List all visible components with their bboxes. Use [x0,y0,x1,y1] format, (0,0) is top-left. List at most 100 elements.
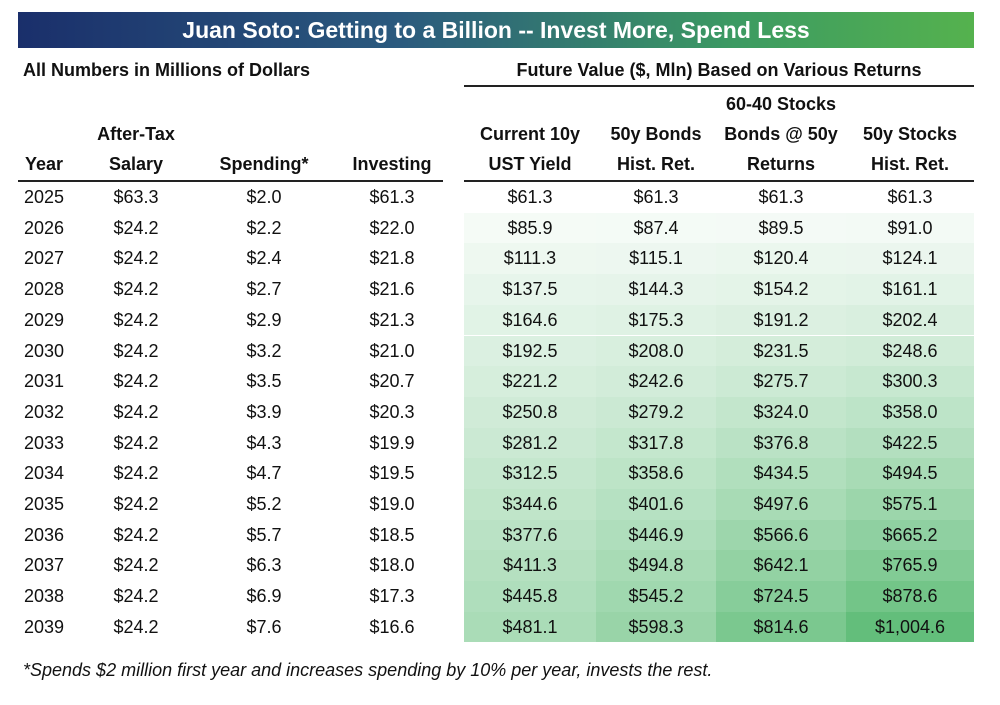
cell-bonds: $358.6 [596,458,716,489]
cell-salary: $24.2 [113,401,159,422]
cell-bonds: $598.3 [596,611,716,643]
cell-year: 2027 [23,248,65,269]
cell-bonds: $115.1 [596,243,716,275]
cell-mix: $434.5 [716,458,846,489]
cell-year: 2032 [23,401,65,422]
cell-stocks: $124.1 [846,243,974,275]
cell-stocks: $494.5 [846,458,974,489]
cell-ust: $111.3 [464,243,596,275]
header-salary-line1: After-Tax [97,124,175,144]
cell-year: 2036 [23,524,65,545]
cell-stocks: $765.9 [846,550,974,582]
cell-stocks: $202.4 [846,304,974,336]
cell-year: 2030 [23,340,65,361]
cell-mix: $275.7 [716,366,846,397]
header-ust-line1: Current 10y [479,124,581,144]
cell-bonds: $545.2 [596,581,716,612]
header-divider-left [18,180,443,182]
cell-investing: $18.0 [369,555,415,576]
cell-stocks: $575.1 [846,489,974,520]
cell-bonds: $279.2 [596,396,716,428]
cell-mix: $61.3 [716,182,846,213]
cell-bonds: $144.3 [596,274,716,305]
cell-mix: $120.4 [716,243,846,275]
cell-year: 2031 [23,371,65,392]
header-mix-line2: Bonds @ 50y [724,124,838,144]
footnote: *Spends $2 million first year and increa… [23,660,713,680]
cell-stocks: $161.1 [846,274,974,305]
cell-spending: $2.9 [246,309,282,330]
table-row: 2026 $24.2 $2.2 $22.0 $85.9 $87.4 $89.5 $91.0 [18,212,974,244]
cell-investing: $18.5 [369,524,415,545]
cell-mix: $324.0 [716,396,846,428]
header-stocks-line2: Hist. Ret. [870,154,949,174]
cell-mix: $231.5 [716,335,846,367]
cell-mix: $724.5 [716,581,846,612]
cell-salary: $24.2 [113,371,159,392]
table-row: 2033 $24.2 $4.3 $19.9 $281.2 $317.8 $376.8 $422… [18,427,974,459]
cell-year: 2026 [23,217,65,238]
cell-salary: $63.3 [113,187,159,207]
cell-salary: $24.2 [113,524,159,545]
cell-stocks: $422.5 [846,427,974,459]
cell-salary: $24.2 [113,463,159,484]
cell-ust: $481.1 [464,611,596,643]
cell-year: 2039 [23,616,65,637]
cell-investing: $17.3 [369,586,415,607]
header-year: Year [24,154,64,174]
cell-ust: $192.5 [464,335,596,367]
header-ust-line2: UST Yield [488,154,572,174]
units-note: All Numbers in Millions of Dollars [23,60,311,80]
cell-spending: $6.3 [246,555,282,576]
cell-salary: $24.2 [113,248,159,269]
cell-stocks: $91.0 [846,212,974,244]
cell-investing: $21.8 [369,248,415,269]
cell-stocks: $878.6 [846,581,974,612]
cell-ust: $61.3 [464,182,596,213]
table-row: 2035 $24.2 $5.2 $19.0 $344.6 $401.6 $497.6 $575… [18,489,974,520]
table-row: 2037 $24.2 $6.3 $18.0 $411.3 $494.8 $642.1 $765… [18,550,974,582]
header-spending: Spending* [219,154,309,174]
cell-bonds: $401.6 [596,489,716,520]
cell-stocks: $300.3 [846,366,974,397]
cell-investing: $20.3 [369,401,415,422]
cell-bonds: $175.3 [596,304,716,336]
cell-bonds: $61.3 [596,182,716,213]
cell-year: 2038 [23,586,65,607]
table-row: 2034 $24.2 $4.7 $19.5 $312.5 $358.6 $434.5 $494… [18,458,974,489]
cell-investing: $20.7 [369,371,415,392]
cell-investing: $61.3 [369,187,415,207]
header-investing: Investing [352,154,432,174]
table-row: 2032 $24.2 $3.9 $20.3 $250.8 $279.2 $324.0 $358… [18,396,974,428]
cell-ust: $164.6 [464,304,596,336]
header-divider-right [464,180,974,182]
header-mix-line1: 60-40 Stocks [725,94,837,114]
cell-spending: $2.7 [246,279,282,300]
header-bonds-line1: 50y Bonds [610,124,702,144]
cell-stocks: $358.0 [846,396,974,428]
table-row: 2030 $24.2 $3.2 $21.0 $192.5 $208.0 $231.5 $248… [18,335,974,367]
cell-ust: $85.9 [464,212,596,244]
cell-salary: $24.2 [113,340,159,361]
cell-ust: $445.8 [464,581,596,612]
cell-stocks: $665.2 [846,519,974,551]
cell-investing: $22.0 [369,217,415,238]
header-salary-line2: Salary [108,154,164,174]
cell-ust: $411.3 [464,550,596,582]
cell-salary: $24.2 [113,555,159,576]
cell-mix: $814.6 [716,611,846,643]
cell-spending: $3.9 [246,401,282,422]
cell-bonds: $446.9 [596,519,716,551]
cell-spending: $5.7 [246,524,282,545]
cell-mix: $191.2 [716,304,846,336]
cell-spending: $6.9 [246,586,282,607]
cell-mix: $642.1 [716,550,846,582]
table-row: 2038 $24.2 $6.9 $17.3 $445.8 $545.2 $724.5 $878… [18,581,974,612]
table-row: 2031 $24.2 $3.5 $20.7 $221.2 $242.6 $275.7 $300… [18,366,974,397]
cell-salary: $24.2 [113,586,159,607]
cell-investing: $16.6 [369,616,415,637]
table-row: 2028 $24.2 $2.7 $21.6 $137.5 $144.3 $154.2 $161… [18,274,974,305]
cell-ust: $377.6 [464,519,596,551]
cell-salary: $24.2 [113,616,159,637]
cell-mix: $89.5 [716,212,846,244]
